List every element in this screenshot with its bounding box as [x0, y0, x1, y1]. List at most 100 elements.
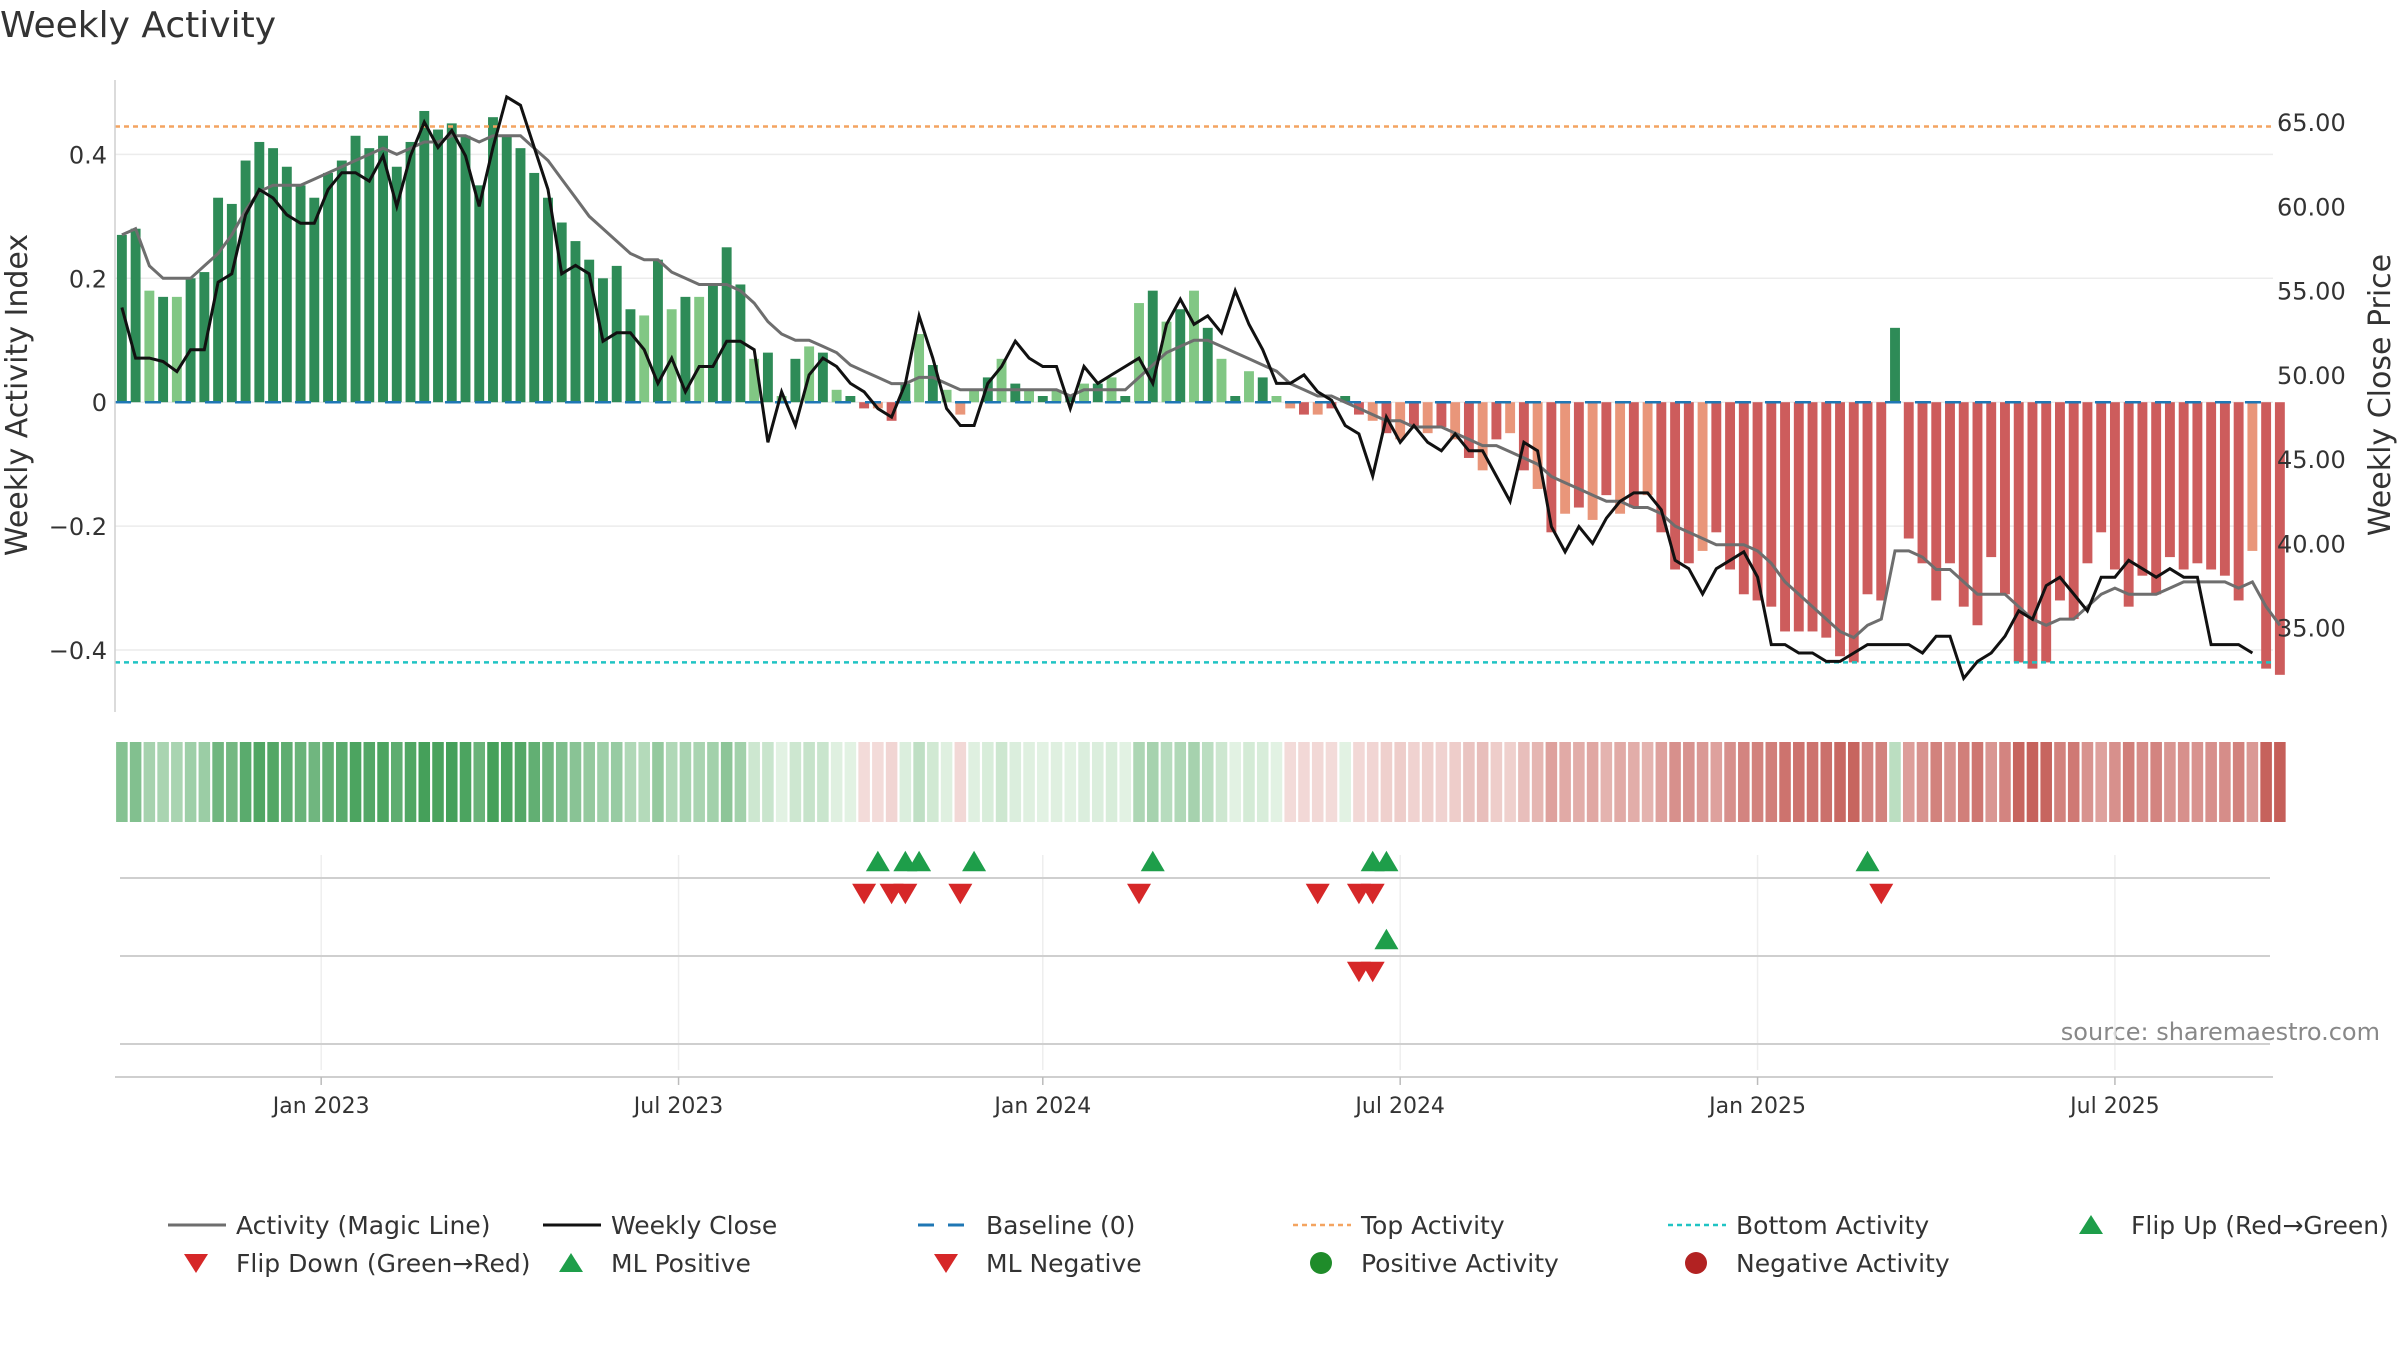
- legend-label: Negative Activity: [1736, 1249, 1950, 1278]
- activity-bar: [1615, 402, 1626, 514]
- heat-strip-cell: [583, 742, 595, 822]
- heat-strip-cell: [1078, 742, 1090, 822]
- heat-strip-cell: [1160, 742, 1173, 822]
- activity-bar: [199, 272, 210, 403]
- activity-bar: [2247, 402, 2258, 551]
- heat-strip-cell: [2122, 742, 2135, 822]
- activity-bar: [1037, 396, 1048, 403]
- heat-strip-cell: [2232, 742, 2245, 822]
- activity-bar: [2219, 402, 2230, 576]
- heat-strip-cell: [2274, 742, 2286, 822]
- heat-strip-cell: [927, 742, 939, 822]
- heat-strip-cell: [638, 742, 650, 822]
- activity-bar: [1738, 402, 1749, 595]
- heat-strip-cell: [1050, 742, 1063, 822]
- heat-strip-cell: [1174, 742, 1187, 822]
- legend-label: Top Activity: [1360, 1211, 1505, 1240]
- heat-strip-cell: [1628, 742, 1640, 822]
- heat-strip-cell: [1009, 742, 1022, 822]
- activity-bar: [900, 383, 911, 403]
- heat-strip-cell: [982, 742, 994, 822]
- y2-tick-label: 40.00: [2277, 530, 2346, 558]
- heat-strip-cell: [542, 742, 554, 822]
- heat-strip-cell: [1683, 742, 1695, 822]
- activity-bar: [2233, 402, 2244, 601]
- activity-bar: [2206, 402, 2217, 570]
- heat-strip-cell: [775, 742, 788, 822]
- heat-strip-cell: [954, 742, 967, 822]
- heat-strip-cell: [473, 742, 486, 822]
- ml-negative-marker: [1360, 961, 1385, 983]
- activity-bar: [2164, 402, 2175, 558]
- activity-bar: [680, 296, 691, 403]
- activity-bar: [1876, 402, 1887, 601]
- activity-bar: [1477, 402, 1488, 471]
- activity-bar: [570, 241, 581, 403]
- activity-bar: [1670, 402, 1681, 570]
- heat-strip-cell: [349, 742, 362, 822]
- heat-strip-cell: [363, 742, 376, 822]
- heat-strip-cell: [1738, 742, 1750, 822]
- activity-bar: [1601, 402, 1612, 496]
- activity-bar: [2068, 402, 2079, 620]
- activity-bar: [1010, 383, 1021, 403]
- activity-bar: [1766, 402, 1777, 607]
- heat-strip-cell: [2095, 742, 2107, 822]
- activity-bar: [859, 402, 870, 409]
- activity-bar: [694, 296, 705, 403]
- heat-strip-cell: [1944, 742, 1956, 822]
- y2-tick-label: 65.00: [2277, 109, 2346, 137]
- heat-strip-cell: [1724, 742, 1736, 822]
- heat-strip-cell: [679, 742, 692, 822]
- legend-label: Flip Up (Red→Green): [2131, 1211, 2389, 1240]
- heat-strip-cell: [624, 742, 637, 822]
- heat-strip-cell: [267, 742, 279, 822]
- heat-strip-cell: [2246, 742, 2259, 822]
- activity-bar: [1903, 402, 1914, 539]
- heat-strip-cell: [157, 742, 169, 822]
- legend-label: Bottom Activity: [1736, 1211, 1929, 1240]
- heat-strip-cell: [432, 742, 444, 822]
- heat-strip-cell: [2054, 742, 2066, 822]
- activity-bar: [721, 247, 732, 403]
- heat-strip-cell: [2067, 742, 2080, 822]
- legend-item: Activity (Magic Line): [168, 1211, 490, 1240]
- activity-bar: [1628, 402, 1639, 508]
- heat-strip-cell: [1751, 742, 1764, 822]
- heat-strip-cell: [1957, 742, 1970, 822]
- heat-strip-cell: [116, 742, 128, 822]
- activity-bar: [1257, 377, 1268, 403]
- activity-bar: [171, 296, 182, 403]
- y2-tick-label: 35.00: [2277, 615, 2346, 643]
- flip-down-marker: [1360, 883, 1385, 905]
- activity-bar: [584, 259, 595, 403]
- heat-strip-cell: [1215, 742, 1228, 822]
- activity-bar: [1917, 402, 1928, 564]
- heat-strip-cell: [1545, 742, 1558, 822]
- activity-bar: [1532, 402, 1543, 489]
- heat-strip-cell: [913, 742, 925, 822]
- heat-strip-cell: [2012, 742, 2025, 822]
- y2-tick-label: 45.00: [2277, 446, 2346, 474]
- heat-strip-cell: [1366, 742, 1379, 822]
- weekly-close-line: [120, 94, 2254, 682]
- activity-bar: [941, 389, 952, 403]
- activity-bar: [652, 259, 663, 403]
- activity-bar: [1780, 402, 1790, 632]
- heat-strip-cell: [968, 742, 980, 822]
- heat-strip-cell: [2164, 742, 2176, 822]
- activity-bar: [749, 358, 760, 403]
- heat-strip-cell: [2205, 742, 2217, 822]
- heat-strip-cell: [1641, 742, 1654, 822]
- activity-bar: [1230, 396, 1241, 403]
- y-tick-label: 0.4: [69, 141, 107, 169]
- heat-strip-cell: [1105, 742, 1118, 822]
- activity-bar: [1972, 402, 1983, 626]
- heat-strip-cell: [1023, 742, 1035, 822]
- legend-item: Baseline (0): [918, 1211, 1135, 1240]
- heat-strip-cell: [1586, 742, 1599, 822]
- activity-bar: [1244, 371, 1254, 403]
- activity-bar: [254, 141, 265, 403]
- heat-strip-cell: [391, 742, 403, 822]
- activity-bar: [2027, 402, 2038, 669]
